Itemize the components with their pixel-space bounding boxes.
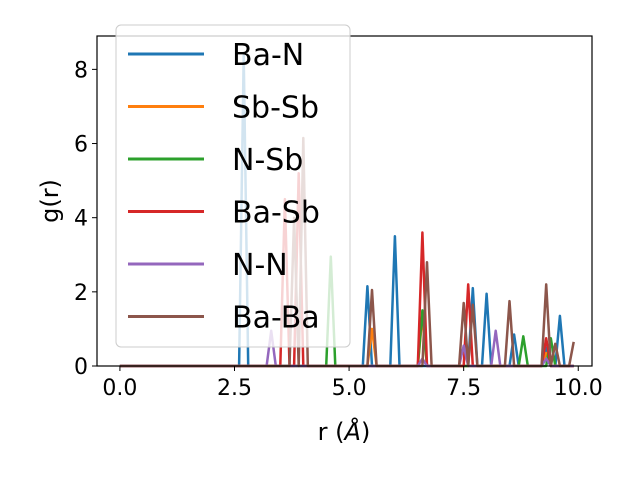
y-tick-label: 4 bbox=[74, 207, 88, 232]
tick-layer: 0.0 2.5 5.0 7.5 10.0 0 2 4 6 8 bbox=[74, 58, 603, 401]
y-tick-label: 6 bbox=[74, 133, 88, 158]
legend-label: Sb-Sb bbox=[232, 91, 319, 126]
x-tick-label: 0.0 bbox=[102, 376, 137, 401]
legend-label: Ba-Ba bbox=[232, 301, 320, 336]
legend-label: Ba-N bbox=[232, 38, 304, 73]
legend-label: Ba-Sb bbox=[232, 196, 320, 231]
y-tick-label: 2 bbox=[74, 281, 88, 306]
y-axis-label: g(r) bbox=[36, 179, 64, 223]
x-tick-label: 7.5 bbox=[446, 376, 481, 401]
legend-box bbox=[115, 24, 351, 348]
x-tick-label: 10.0 bbox=[554, 376, 603, 401]
series-line-n-n bbox=[119, 329, 574, 368]
y-tick-label: 8 bbox=[74, 58, 88, 83]
legend-label: N-N bbox=[232, 248, 288, 283]
x-tick-label: 2.5 bbox=[217, 376, 252, 401]
legend: Ba-N Sb-Sb N-Sb Ba-Sb N-N Ba-Ba bbox=[115, 24, 351, 348]
y-tick-label: 0 bbox=[74, 355, 88, 380]
legend-label: N-Sb bbox=[232, 143, 303, 178]
x-tick-label: 5.0 bbox=[332, 376, 367, 401]
x-axis-label: r (Å) bbox=[318, 417, 371, 446]
